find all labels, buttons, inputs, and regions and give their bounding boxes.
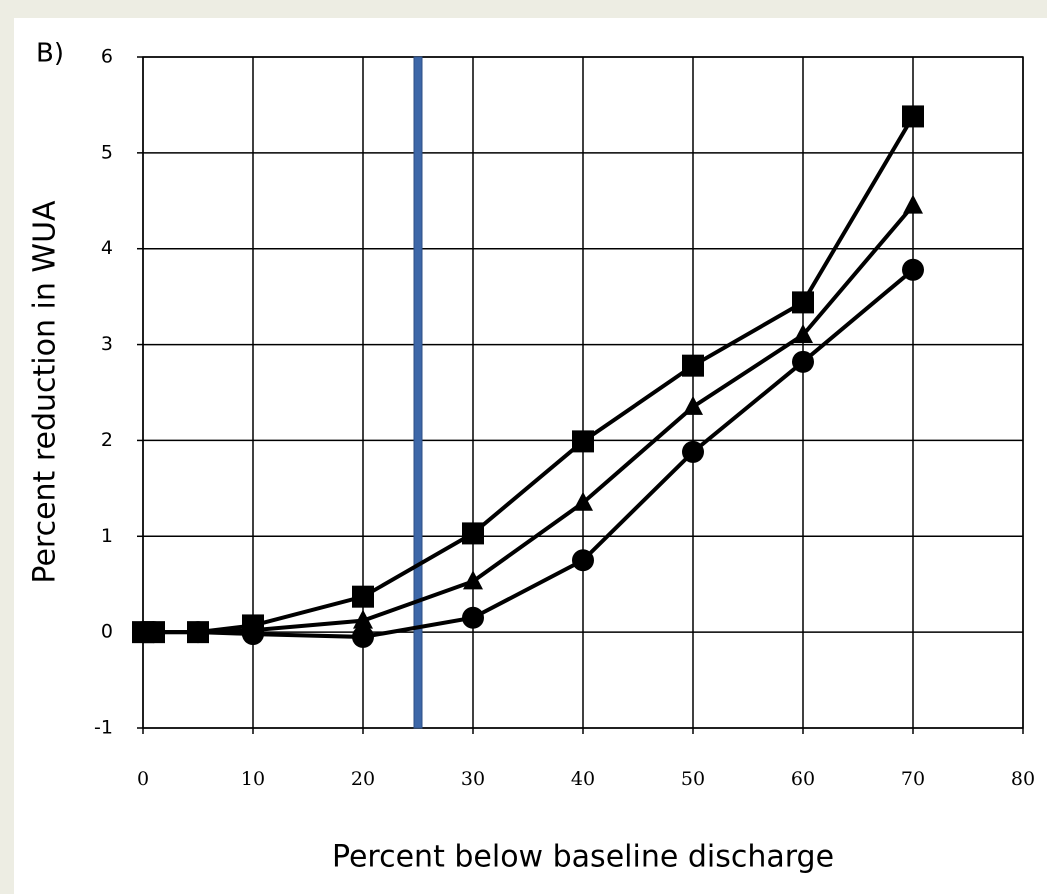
- marker-circle: [187, 621, 209, 644]
- x-tick-label: 20: [351, 768, 375, 790]
- marker-circle: [572, 549, 594, 572]
- series-line: [143, 268, 915, 639]
- y-tick-label: -1: [94, 717, 113, 739]
- marker-circle: [352, 625, 374, 648]
- marker-square: [462, 522, 484, 545]
- reference-line: [413, 56, 423, 729]
- x-tick-label: 80: [1011, 768, 1035, 790]
- y-tick-label: 3: [101, 333, 113, 355]
- marker-circle: [902, 258, 924, 281]
- marker-triangle: [463, 570, 483, 590]
- y-tick-label: 6: [101, 46, 113, 68]
- panel-background: [14, 18, 1047, 894]
- marker-square: [352, 585, 374, 608]
- x-tick-label: 10: [241, 768, 265, 790]
- marker-triangle: [793, 323, 813, 343]
- x-tick-label: 60: [791, 768, 815, 790]
- marker-triangle: [683, 395, 703, 415]
- x-tick-label: 50: [681, 768, 705, 790]
- marker-circle: [682, 440, 704, 463]
- marker-triangle: [573, 491, 593, 511]
- y-tick-label: 5: [101, 141, 113, 163]
- x-tick-label: 30: [461, 768, 485, 790]
- marker-circle: [242, 623, 264, 646]
- marker-square: [902, 105, 924, 128]
- marker-square: [572, 430, 594, 453]
- y-tick-label: 1: [101, 525, 113, 547]
- marker-square: [682, 354, 704, 377]
- marker-triangle: [903, 194, 923, 214]
- y-axis-label: Percent reduction in WUA: [28, 200, 63, 584]
- marker-square: [792, 291, 814, 314]
- x-tick-label: 40: [571, 768, 595, 790]
- y-tick-label: 0: [101, 621, 113, 643]
- x-tick-label: 0: [137, 768, 149, 790]
- x-tick-label: 70: [901, 768, 925, 790]
- y-tick-label: 4: [101, 237, 113, 259]
- plot-border: [142, 56, 1024, 729]
- y-tick-label: 2: [101, 429, 113, 451]
- marker-circle: [143, 621, 165, 644]
- marker-triangle: [353, 609, 373, 629]
- panel-label: B): [36, 39, 64, 69]
- x-axis-label: Percent below baseline discharge: [332, 840, 834, 875]
- marker-circle: [462, 606, 484, 629]
- marker-circle: [792, 350, 814, 373]
